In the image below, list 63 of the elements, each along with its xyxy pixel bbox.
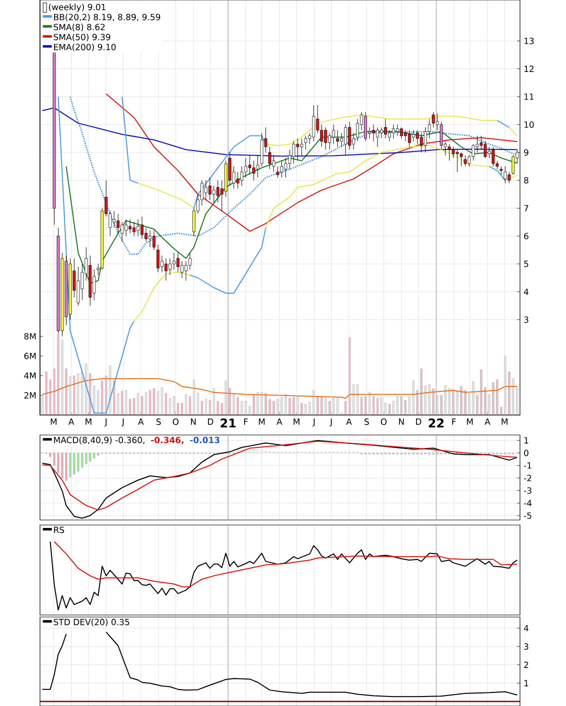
- y-tick-label: 2: [524, 662, 528, 668]
- y-tick-label: -2: [524, 474, 532, 482]
- y-tick-label: 5: [524, 260, 528, 268]
- x-tick-label: O: [380, 418, 387, 425]
- legend-label: EMA(200) 9.10: [54, 44, 116, 52]
- text: -0.346,: [151, 436, 184, 444]
- y-tick-label: 1: [524, 680, 528, 686]
- y-tick-label: -1: [524, 462, 532, 469]
- y-tick-label: 12: [524, 66, 534, 72]
- y-tick-label: 0: [524, 450, 528, 456]
- x-tick-label: N: [399, 418, 404, 425]
- x-tick-label: A: [484, 418, 490, 425]
- y-tick-label: 7: [524, 205, 528, 212]
- y-tick-label: 3: [524, 643, 528, 650]
- x-tick-label: 21: [220, 418, 236, 428]
- x-tick-label: A: [68, 418, 74, 425]
- legend-label: RS: [54, 526, 64, 534]
- y-tick-label: -3: [524, 487, 532, 494]
- x-tick-label: A: [138, 418, 144, 425]
- x-tick-label: J: [104, 418, 107, 426]
- x-tick-label: D: [208, 418, 214, 425]
- x-tick-label: M: [502, 418, 508, 425]
- y-tick-label: 4: [524, 288, 528, 295]
- y-tick-label: 11: [524, 94, 534, 100]
- x-tick-label: M: [50, 418, 57, 425]
- y-tick-label: 6: [524, 232, 528, 240]
- x-tick-label: J: [312, 418, 315, 426]
- x-tick-label: D: [416, 418, 422, 425]
- series-label: -0.013: [190, 436, 220, 444]
- y-tick-label: 3: [524, 316, 528, 323]
- x-tick-label: J: [122, 418, 124, 426]
- legend-label: SMA(50) 9.39: [54, 34, 110, 42]
- y-tick-label: 8M: [24, 333, 36, 340]
- x-tick-label: M: [466, 418, 473, 425]
- x-tick-label: A: [276, 418, 282, 425]
- x-tick-label: A: [346, 418, 352, 425]
- x-tick-label: S: [364, 418, 369, 425]
- legend-label: SMA(8) 8.62: [54, 24, 105, 32]
- y-tick-label: 13: [524, 38, 534, 44]
- y-tick-label: 4M: [24, 372, 36, 379]
- x-tick-label: M: [86, 418, 92, 425]
- y-tick-label: 9: [524, 149, 528, 156]
- legend-label: (weekly) 9.01: [48, 4, 106, 12]
- x-tick-label: F: [244, 418, 248, 425]
- x-tick-label: J: [330, 418, 332, 426]
- x-tick-label: F: [452, 418, 456, 425]
- y-tick-label: 6M: [24, 352, 36, 360]
- legend-label: BB(20,2) 8.19, 8.89, 9.59: [54, 14, 160, 22]
- legend-label: MACD(8,40,9) -0.360,: [54, 436, 144, 444]
- y-tick-label: 4: [524, 625, 528, 632]
- x-tick-label: M: [294, 418, 300, 425]
- x-tick-label: N: [191, 418, 196, 425]
- y-tick-label: 1: [524, 437, 528, 444]
- legend-label: STD DEV(20) 0.35: [54, 618, 130, 626]
- x-tick-label: O: [172, 418, 179, 425]
- x-tick-label: 22: [428, 418, 444, 428]
- y-tick-label: -4: [524, 500, 532, 506]
- y-tick-label: 2M: [24, 392, 36, 398]
- y-tick-label: -5: [524, 512, 532, 519]
- x-tick-label: S: [156, 418, 161, 425]
- y-tick-label: 8: [524, 177, 528, 184]
- y-tick-label: 10: [524, 121, 534, 128]
- x-tick-label: M: [258, 418, 265, 425]
